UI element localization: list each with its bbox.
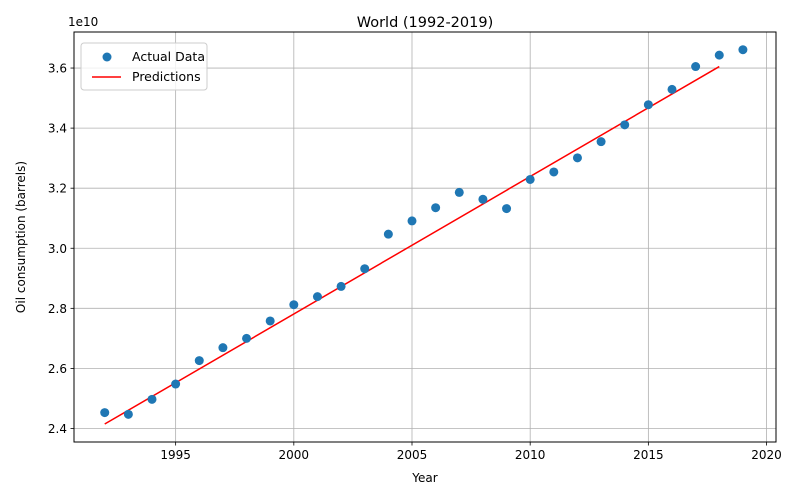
y-tick-label: 3.0: [48, 242, 67, 256]
actual-data-point: [123, 409, 133, 419]
actual-data-point: [407, 216, 417, 226]
x-tick-label: 2005: [397, 448, 428, 462]
x-tick-label: 2020: [751, 448, 782, 462]
y-tick-label: 2.4: [48, 422, 67, 436]
actual-data-point: [265, 316, 275, 326]
y-tick-label: 3.2: [48, 182, 67, 196]
actual-data-point: [289, 300, 299, 310]
y-tick-label: 2.8: [48, 302, 67, 316]
y-tick-label: 3.6: [48, 62, 67, 76]
actual-data-point: [147, 394, 157, 404]
actual-data-point: [714, 50, 724, 60]
axis-ticks: 1995 2000 2005 2010 2015 2020 2.4 2.6 2.8 3.0 3.2 3…: [48, 62, 782, 462]
chart-legend: Actual Data Predictions: [80, 42, 208, 91]
y-tick-label: 2.6: [48, 362, 67, 376]
actual-data-point: [572, 153, 582, 163]
data-series: [100, 45, 748, 425]
actual-data-point: [596, 137, 606, 147]
actual-data-point: [525, 174, 535, 184]
actual-data-point: [171, 379, 181, 389]
actual-data-point: [194, 356, 204, 366]
y-axis-offset-text: 1e10: [68, 15, 98, 29]
predictions-line: [104, 65, 720, 425]
actual-data-point: [738, 45, 748, 55]
x-tick-label: 2010: [515, 448, 546, 462]
actual-data-point: [502, 204, 512, 214]
plot-area-frame: [73, 31, 777, 443]
actual-data-point: [620, 120, 630, 130]
actual-data-point: [100, 408, 110, 418]
actual-data-point: [218, 343, 228, 353]
x-tick-label: 2000: [279, 448, 310, 462]
actual-data-point: [478, 194, 488, 204]
legend-frame: [80, 42, 208, 91]
x-axis-label: Year: [411, 471, 437, 485]
actual-data-point: [360, 264, 370, 274]
chart-title: World (1992-2019): [357, 15, 494, 31]
actual-data-point: [312, 292, 322, 302]
actual-data-point: [431, 203, 441, 213]
x-tick-label: 2015: [633, 448, 664, 462]
legend-marker-actual-data: [102, 52, 112, 62]
actual-data-point: [643, 100, 653, 110]
legend-label-actual-data: Actual Data: [132, 49, 205, 64]
y-axis-label: Oil consumption (barrels): [14, 161, 28, 313]
actual-data-point: [667, 84, 677, 94]
actual-data-point: [242, 333, 252, 343]
x-tick-label: 1995: [160, 448, 191, 462]
actual-data-point: [454, 187, 464, 197]
legend-label-predictions: Predictions: [132, 69, 201, 84]
actual-data-point: [549, 167, 559, 177]
actual-data-point: [336, 281, 346, 291]
actual-data-point: [383, 229, 393, 239]
actual-data-point: [691, 62, 701, 72]
y-tick-label: 3.4: [48, 122, 67, 136]
